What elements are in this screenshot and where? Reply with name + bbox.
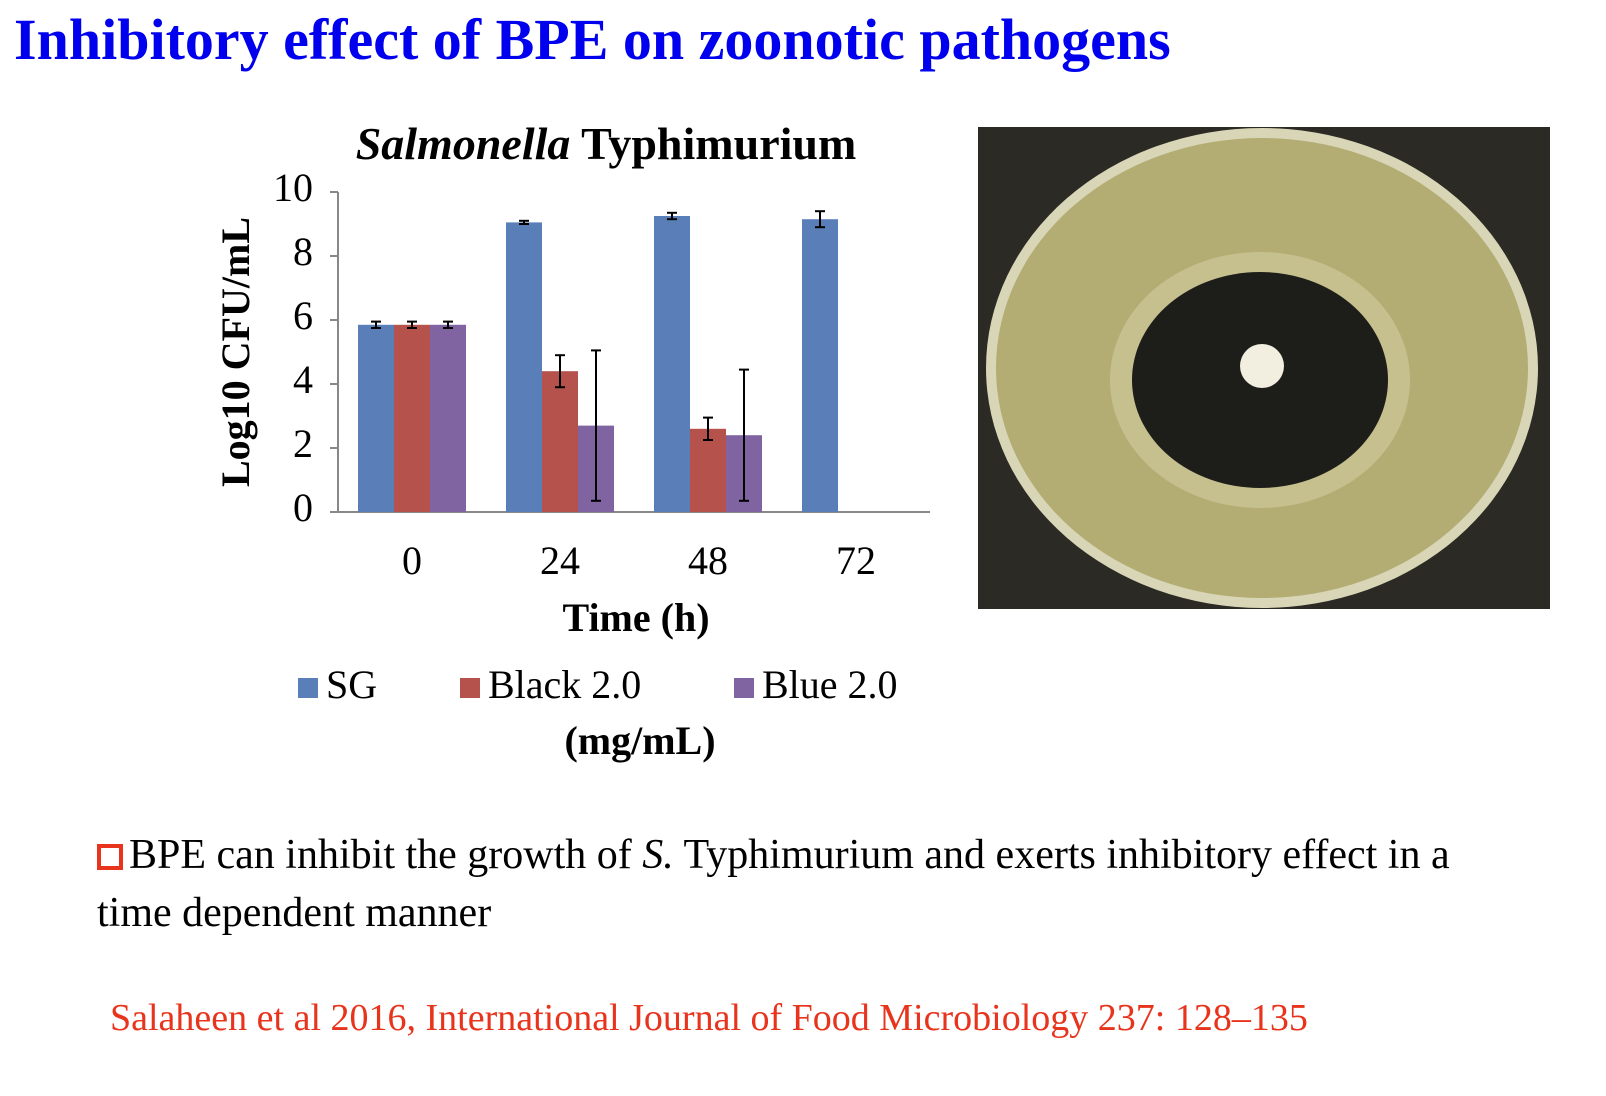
photo	[978, 127, 1550, 609]
legend-label: SG	[326, 662, 377, 707]
y-axis-label: Log10 CFU/mL	[213, 217, 258, 487]
bullet-text: Typhimurium and exerts inhibitory effect…	[97, 832, 1450, 936]
y-tick-label: 8	[293, 229, 313, 274]
bar	[394, 324, 430, 512]
legend-label: Black 2.0	[488, 662, 641, 707]
bullet: BPE can inhibit the growth of S. Typhimu…	[97, 826, 1497, 942]
legend-swatch	[460, 678, 480, 698]
x-tick-label: 48	[688, 538, 728, 583]
bar	[690, 428, 726, 512]
legend-title: (mg/mL)	[564, 718, 715, 763]
bar	[802, 219, 838, 512]
slide-title: Inhibitory effect of BPE on zoonotic pat…	[14, 7, 1171, 72]
chart-title-rest: Typhimurium	[581, 118, 856, 169]
x-axis-label: Time (h)	[562, 595, 709, 640]
y-tick-label: 2	[293, 421, 313, 466]
x-tick-label: 0	[402, 538, 422, 583]
citation: Salaheen et al 2016, International Journ…	[110, 997, 1308, 1039]
y-tick-label: 0	[293, 485, 313, 530]
y-tick-label: 10	[273, 165, 313, 210]
legend-swatch	[734, 678, 754, 698]
bar	[654, 216, 690, 512]
bullet-italic: S.	[642, 832, 674, 878]
bar	[430, 324, 466, 512]
bar	[542, 371, 578, 512]
bar	[506, 222, 542, 512]
x-tick-label: 24	[540, 538, 580, 583]
bullet-marker	[97, 844, 123, 870]
x-tick-label: 72	[836, 538, 876, 583]
legend-label: Blue 2.0	[762, 662, 898, 707]
bullet-text: BPE can inhibit the growth of	[129, 832, 643, 878]
legend-swatch	[298, 678, 318, 698]
y-tick-label: 4	[293, 357, 313, 402]
chart-title: Salmonella Typhimurium	[356, 118, 857, 169]
y-tick-label: 6	[293, 293, 313, 338]
chart-title-italic: Salmonella	[356, 118, 571, 169]
bar	[358, 324, 394, 512]
